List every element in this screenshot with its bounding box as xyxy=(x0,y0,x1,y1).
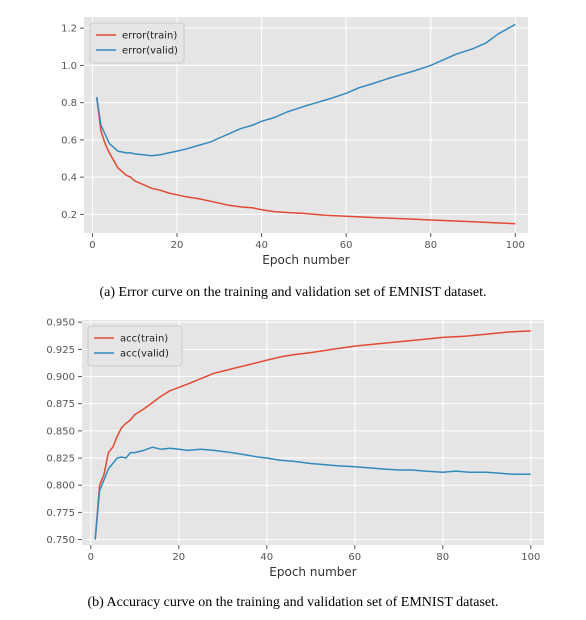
accuracy-chart-x-axis-label: Epoch number xyxy=(269,565,356,579)
error-chart-x-tick-label: 20 xyxy=(171,240,184,251)
error-chart-x-tick-label: 40 xyxy=(255,240,268,251)
accuracy-chart-y-tick-label: 0.750 xyxy=(46,535,75,546)
accuracy-chart-y-tick-label: 0.800 xyxy=(46,481,75,492)
error-chart-y-tick-label: 0.6 xyxy=(61,135,77,146)
accuracy-chart-legend-label: acc(train) xyxy=(120,334,168,345)
accuracy-chart-x-tick-label: 0 xyxy=(88,552,94,563)
error-chart-legend xyxy=(89,22,185,64)
accuracy-chart-y-tick-label: 0.950 xyxy=(46,318,75,329)
accuracy-chart: 0 20 40 60 80 100 0.750 0.775 0.800 0.825 0.850 0.8… xyxy=(46,318,544,579)
error-chart-y-tick-label: 0.4 xyxy=(61,173,77,184)
accuracy-chart-y-tick-label: 0.875 xyxy=(46,399,75,410)
error-chart: 0 20 40 60 80 100 0.2 0.4 0.6 0.8 1.0 1.2 Epoch numb… xyxy=(61,17,528,267)
accuracy-chart-series-valid-line xyxy=(94,446,531,540)
error-chart-x-tick-label: 0 xyxy=(89,240,95,251)
accuracy-chart-legend-label: acc(valid) xyxy=(120,349,169,360)
accuracy-chart-caption: (b) Accuracy curve on the training and v… xyxy=(87,595,499,610)
accuracy-chart-series-train-line xyxy=(94,330,531,540)
accuracy-chart-x-tick-label: 100 xyxy=(521,552,540,563)
error-chart-x-tick-label: 60 xyxy=(340,240,353,251)
accuracy-chart-y-tick-label: 0.825 xyxy=(46,454,75,465)
error-chart-y-tick-label: 0.8 xyxy=(61,98,77,109)
error-chart-caption: (a) Error curve on the training and vali… xyxy=(99,285,487,300)
error-chart-series-valid-line xyxy=(95,23,516,157)
accuracy-chart-y-tick-label: 0.925 xyxy=(46,345,75,356)
error-chart-y-tick-label: 1.0 xyxy=(61,61,77,72)
accuracy-chart-y-tick-label: 0.900 xyxy=(46,372,75,383)
accuracy-chart-legend xyxy=(87,325,183,367)
error-chart-x-tick-label: 80 xyxy=(424,240,437,251)
error-chart-legend-label: error(valid) xyxy=(122,46,178,57)
error-chart-y-tick-label: 1.2 xyxy=(61,24,77,35)
accuracy-chart-x-tick-label: 20 xyxy=(172,552,185,563)
error-chart-series-train-line xyxy=(95,97,516,225)
accuracy-chart-y-tick-label: 0.850 xyxy=(46,426,75,437)
accuracy-chart-x-tick-label: 60 xyxy=(348,552,361,563)
error-chart-legend-label: error(train) xyxy=(122,31,177,42)
accuracy-chart-y-tick-label: 0.775 xyxy=(46,508,75,519)
accuracy-chart-x-tick-label: 40 xyxy=(260,552,273,563)
error-chart-x-tick-label: 100 xyxy=(506,240,525,251)
error-chart-y-tick-label: 0.2 xyxy=(61,210,77,221)
accuracy-chart-x-tick-label: 80 xyxy=(436,552,449,563)
error-chart-x-axis-label: Epoch number xyxy=(262,253,349,267)
